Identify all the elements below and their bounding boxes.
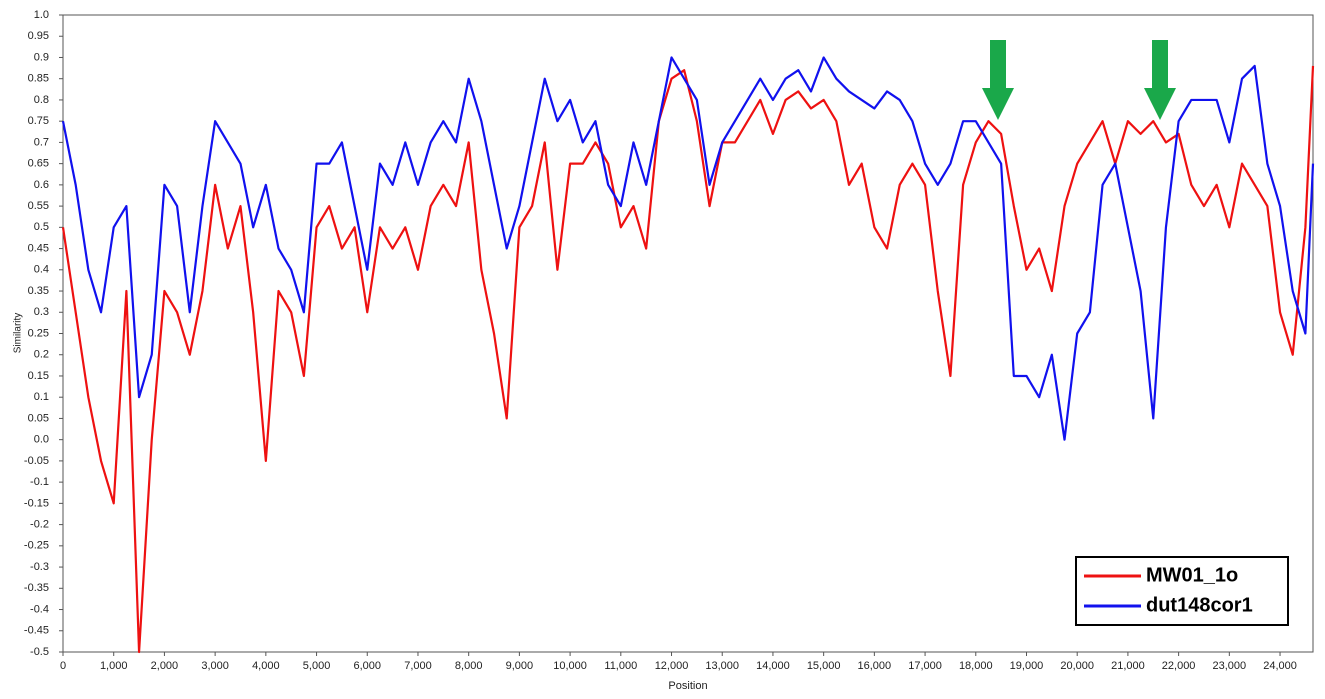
data-line xyxy=(61,65,1315,654)
x-tick-label: 20,000 xyxy=(1060,660,1094,672)
x-tick-label: 13,000 xyxy=(705,660,739,672)
x-tick-label: 4,000 xyxy=(252,660,280,672)
y-tick-label: 0.85 xyxy=(28,73,49,85)
y-tick-label: 0.25 xyxy=(28,327,49,339)
x-tick-label: 6,000 xyxy=(353,660,381,672)
y-tick-label: -0.1 xyxy=(30,476,49,488)
y-tick-label: -0.2 xyxy=(30,519,49,531)
x-tick-label: 18,000 xyxy=(959,660,993,672)
x-tick-label: 10,000 xyxy=(553,660,587,672)
y-tick-label: -0.05 xyxy=(24,455,49,467)
x-tick-label: 8,000 xyxy=(455,660,483,672)
legend-label: dut148cor1 xyxy=(1146,594,1253,616)
plot-area xyxy=(62,14,1314,653)
x-tick-label: 17,000 xyxy=(908,660,942,672)
y-tick-label: 0.1 xyxy=(34,391,49,403)
x-tick-label: 15,000 xyxy=(807,660,841,672)
y-axis-label: Similarity xyxy=(13,313,24,354)
x-tick-label: 22,000 xyxy=(1162,660,1196,672)
y-tick-label: -0.5 xyxy=(30,646,49,658)
x-tick-label: 21,000 xyxy=(1111,660,1145,672)
arrow xyxy=(982,40,1014,120)
y-tick-label: 0.65 xyxy=(28,158,49,170)
y-tick-label: -0.25 xyxy=(24,540,49,552)
x-tick-label: 24,000 xyxy=(1263,660,1297,672)
y-tick-label: 0.75 xyxy=(28,115,49,127)
y-tick-label: 1.0 xyxy=(34,9,49,21)
y-tick-label: 0.9 xyxy=(34,51,49,63)
y-tick-label: 0.95 xyxy=(28,30,49,42)
x-tick-label: 0 xyxy=(60,660,66,672)
y-tick-label: 0.6 xyxy=(34,179,49,191)
y-tick-label: 0.5 xyxy=(34,221,49,233)
y-tick-label: 0.3 xyxy=(34,306,49,318)
x-tick-label: 2,000 xyxy=(151,660,179,672)
y-tick-label: 0.35 xyxy=(28,285,49,297)
x-tick-label: 3,000 xyxy=(201,660,229,672)
y-tick-label: -0.4 xyxy=(30,603,49,615)
x-tick-label: 5,000 xyxy=(303,660,331,672)
y-tick-label: -0.45 xyxy=(24,625,49,637)
x-tick-label: 23,000 xyxy=(1213,660,1247,672)
data-line xyxy=(61,56,1315,441)
x-tick-label: 19,000 xyxy=(1010,660,1044,672)
x-tick-label: 14,000 xyxy=(756,660,790,672)
legend-label: MW01_1o xyxy=(1146,564,1238,586)
x-tick-label: 7,000 xyxy=(404,660,432,672)
x-tick-label: 9,000 xyxy=(506,660,534,672)
x-tick-label: 1,000 xyxy=(100,660,128,672)
y-tick-label: 0.55 xyxy=(28,200,49,212)
x-tick-label: 12,000 xyxy=(655,660,689,672)
y-tick-label: 0.05 xyxy=(28,412,49,424)
y-tick-label: -0.35 xyxy=(24,582,49,594)
y-tick-label: 0.4 xyxy=(34,264,49,276)
x-axis-label: Position xyxy=(668,680,707,692)
x-tick-label: 11,000 xyxy=(604,660,637,672)
y-tick-label: 0.0 xyxy=(34,434,49,446)
y-tick-label: 0.15 xyxy=(28,370,49,382)
arrow xyxy=(1144,40,1176,120)
x-tick-label: 16,000 xyxy=(858,660,892,672)
y-tick-label: 0.8 xyxy=(34,94,49,106)
y-tick-label: 0.2 xyxy=(34,349,49,361)
y-tick-label: 0.45 xyxy=(28,242,49,254)
y-tick-label: -0.15 xyxy=(24,497,49,509)
legend-box xyxy=(1075,556,1289,626)
y-tick-label: -0.3 xyxy=(30,561,49,573)
y-tick-label: 0.7 xyxy=(34,136,49,148)
